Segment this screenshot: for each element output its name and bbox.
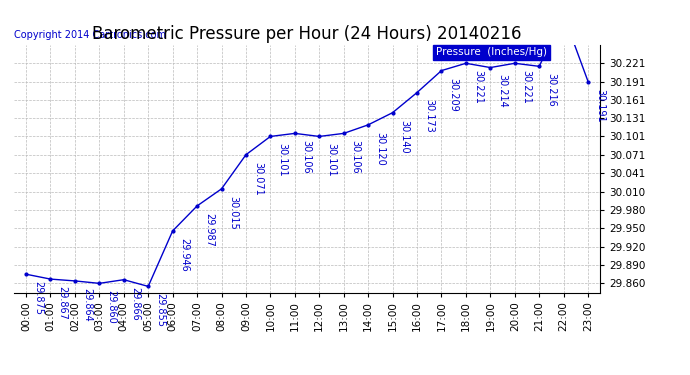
Text: 30.106: 30.106 [351,140,361,174]
Text: 30.120: 30.120 [375,132,385,165]
Text: 30.015: 30.015 [228,196,239,230]
Text: 29.855: 29.855 [155,293,165,327]
Text: 30.221: 30.221 [473,70,483,104]
Text: 30.221: 30.221 [522,70,532,104]
Text: Pressure  (Inches/Hg): Pressure (Inches/Hg) [436,48,547,57]
Text: 30.101: 30.101 [277,143,287,177]
Text: 30.209: 30.209 [448,78,458,111]
Text: 29.864: 29.864 [82,288,92,322]
Text: 30.216: 30.216 [546,73,556,107]
Text: 29.987: 29.987 [204,213,214,247]
Text: 29.867: 29.867 [57,286,68,320]
Text: 30.140: 30.140 [400,120,410,153]
Text: Copyright 2014 Cartronics.com: Copyright 2014 Cartronics.com [14,30,166,40]
Text: 30.101: 30.101 [326,143,336,177]
Text: 30.191: 30.191 [595,88,605,122]
Title: Barometric Pressure per Hour (24 Hours) 20140216: Barometric Pressure per Hour (24 Hours) … [92,26,522,44]
Text: 30.300: 30.300 [0,374,1,375]
Text: 30.173: 30.173 [424,99,434,133]
Text: 29.875: 29.875 [33,281,43,315]
Text: 30.106: 30.106 [302,140,312,174]
Text: 29.946: 29.946 [179,238,190,272]
Text: 30.071: 30.071 [253,162,263,195]
Text: 29.860: 29.860 [106,290,117,324]
Text: 29.866: 29.866 [130,286,141,320]
Text: 30.214: 30.214 [497,75,507,108]
